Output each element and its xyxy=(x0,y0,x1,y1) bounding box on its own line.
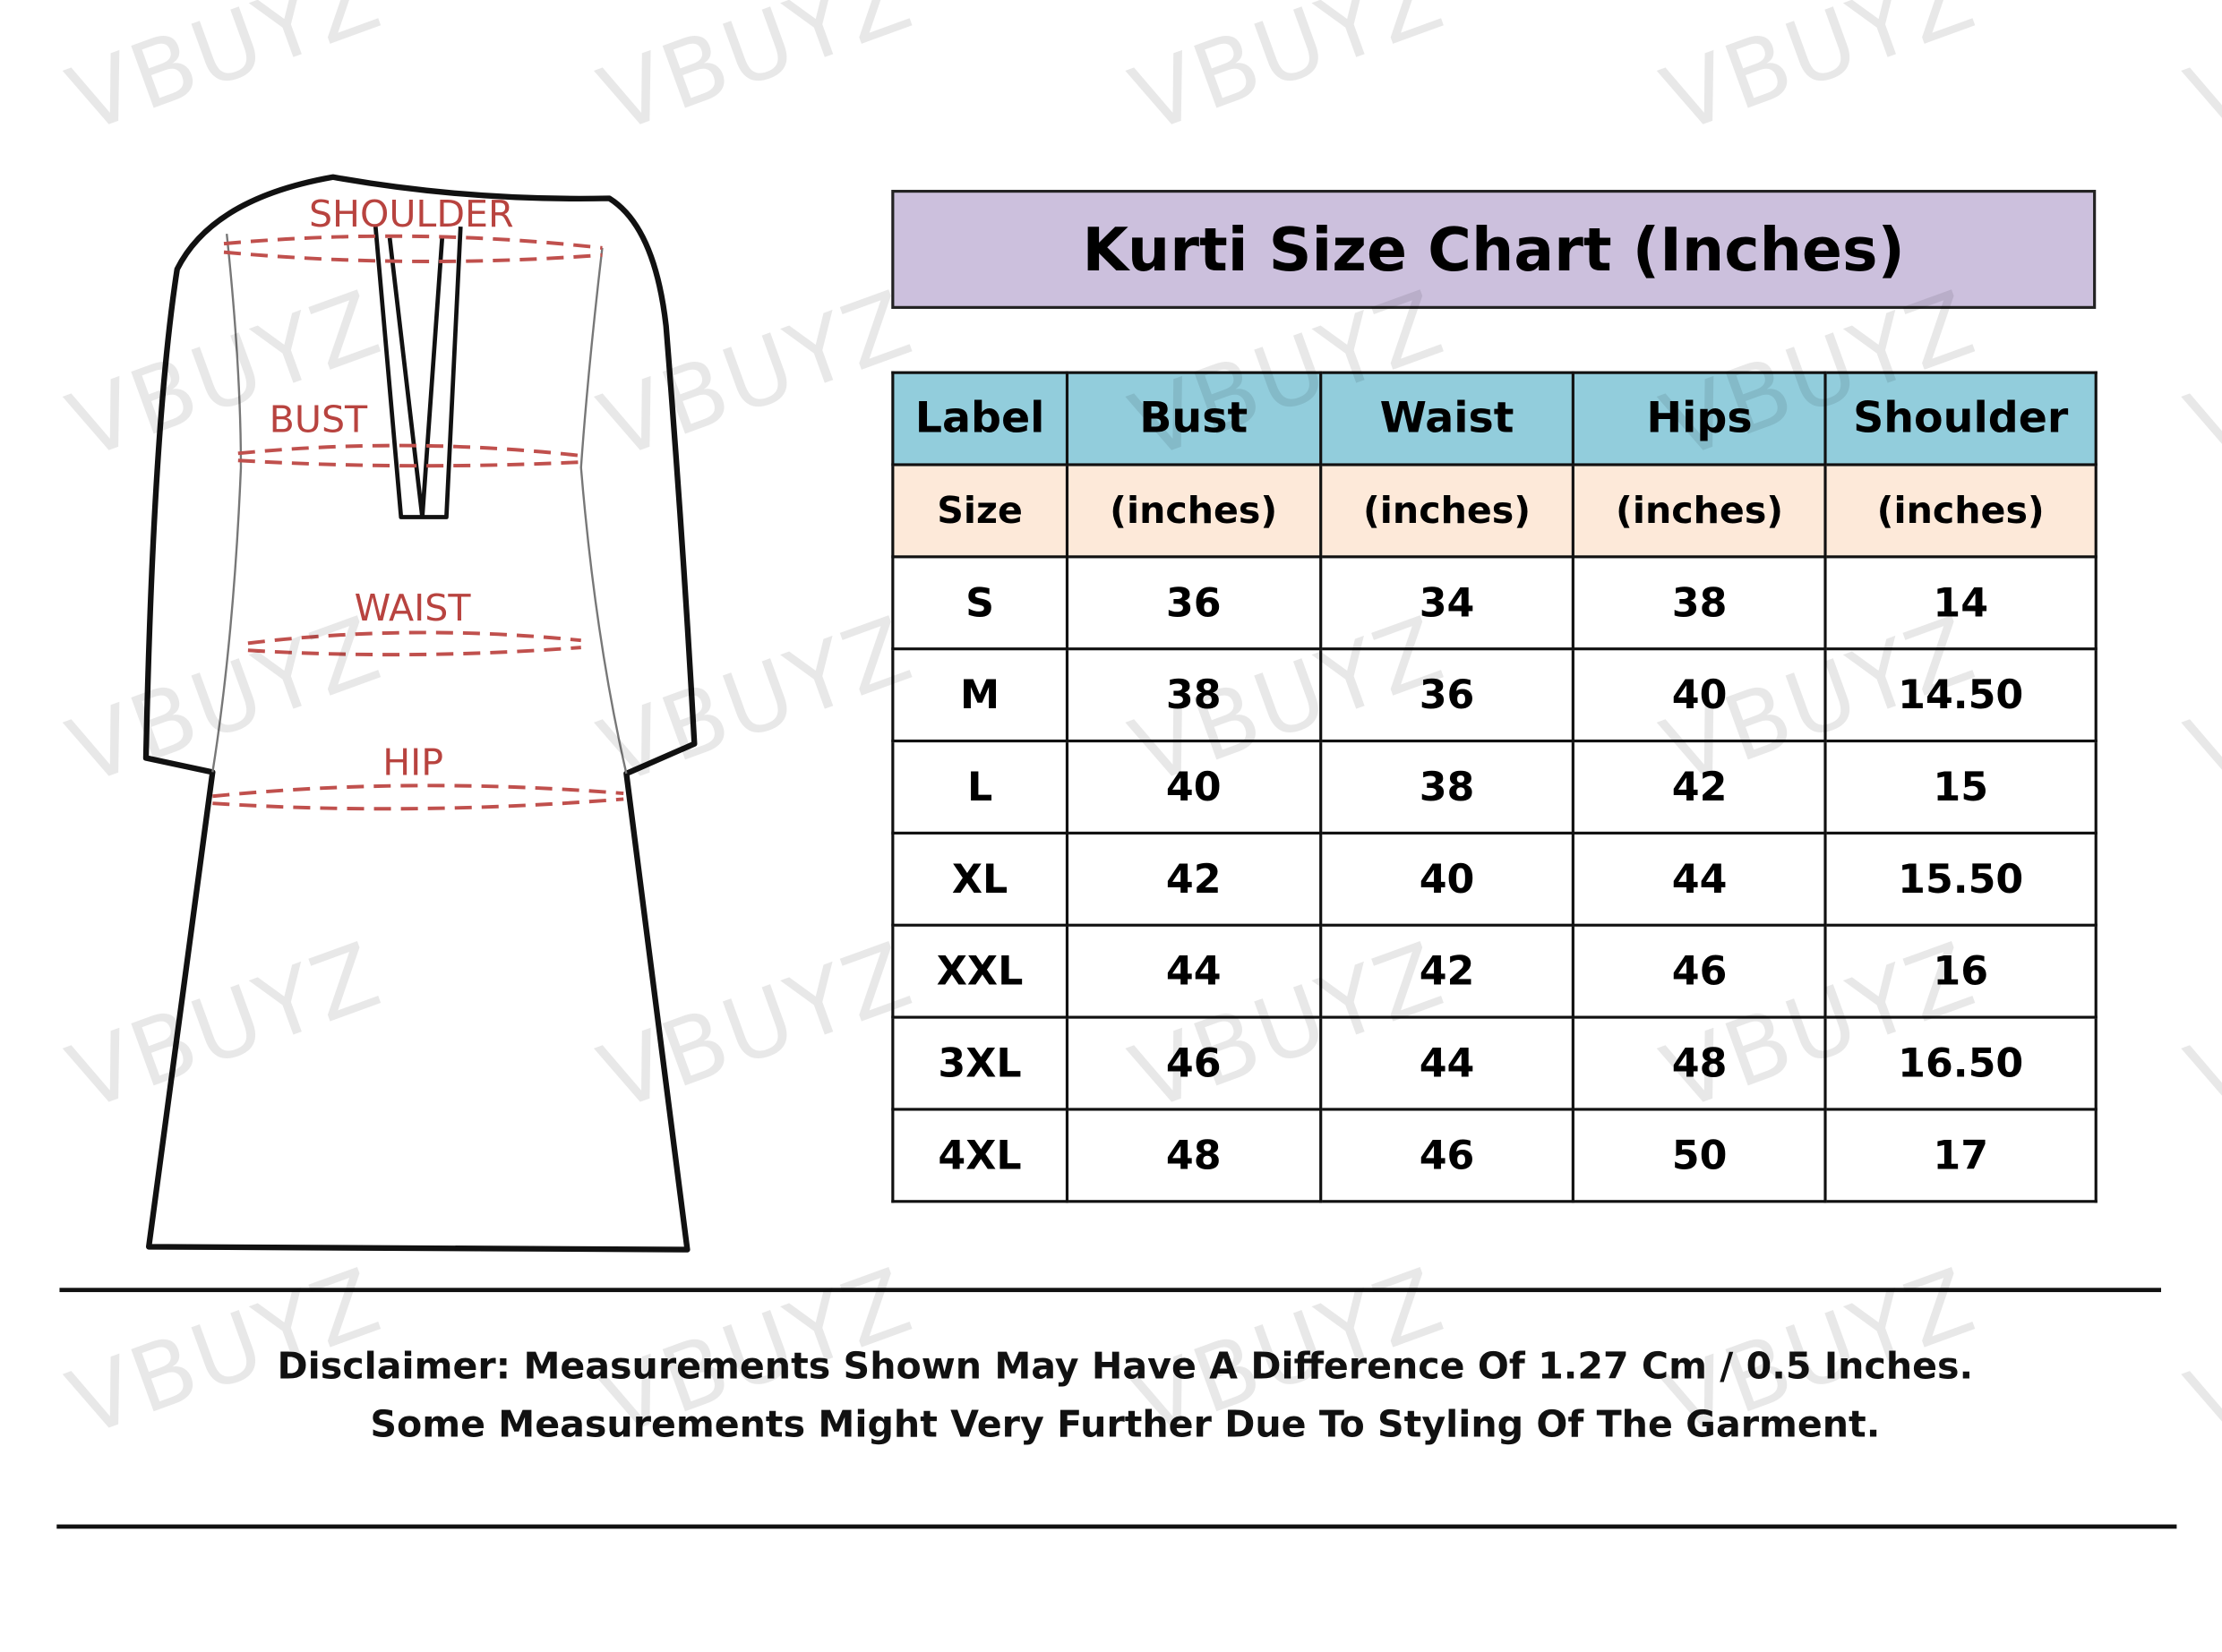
measurement-cell: 36 xyxy=(1318,647,1575,743)
bust-label: BUST xyxy=(270,398,368,441)
header-cell: Label xyxy=(891,371,1068,466)
shoulder-measure-line xyxy=(223,234,603,263)
hip-label: HIP xyxy=(382,741,443,784)
measurement-cell: 48 xyxy=(1572,1015,1827,1111)
measurement-cell: 44 xyxy=(1572,831,1827,927)
measurement-cell: 40 xyxy=(1572,647,1827,743)
header-cell: Hips xyxy=(1572,371,1827,466)
table-row: L 40 38 42 15 xyxy=(891,739,2098,835)
table-row: M 38 36 40 14.50 xyxy=(891,647,2098,743)
size-label-cell: L xyxy=(891,739,1068,835)
measurement-cell: 48 xyxy=(1065,1108,1322,1203)
header-row: Label Bust Waist Hips Shoulder xyxy=(891,371,2098,466)
size-label-cell: 3XL xyxy=(891,1015,1068,1111)
watermark: VBUYZ xyxy=(2175,0,2222,155)
measurement-cell: 42 xyxy=(1318,923,1575,1019)
bust-measure-line xyxy=(237,443,586,468)
measurement-cell: 46 xyxy=(1318,1108,1575,1203)
measurement-cell: 44 xyxy=(1065,923,1322,1019)
waist-measure-line xyxy=(247,630,581,657)
subheader-row: Size (inches) (inches) (inches) (inches) xyxy=(891,463,2098,559)
measurement-cell: 46 xyxy=(1572,923,1827,1019)
divider-top xyxy=(59,1288,2162,1293)
measurement-cell: 46 xyxy=(1065,1015,1322,1111)
disclaimer-line-1: Disclaimer: Measurements Shown May Have … xyxy=(277,1346,1974,1389)
header-cell: Shoulder xyxy=(1823,371,2098,466)
measurement-cell: 38 xyxy=(1318,739,1575,835)
measurement-cell: 16.50 xyxy=(1823,1015,2098,1111)
measurement-cell: 38 xyxy=(1065,647,1322,743)
measurement-cell: 38 xyxy=(1572,555,1827,651)
table-row: XL 42 40 44 15.50 xyxy=(891,831,2098,927)
disclaimer-line-2: Some Measurements Might Very Further Due… xyxy=(370,1404,1881,1447)
placket xyxy=(373,226,463,519)
subheader-cell: (inches) xyxy=(1823,463,2098,559)
subheader-cell: (inches) xyxy=(1572,463,1827,559)
watermark: VBUYZ xyxy=(2175,597,2222,807)
watermark: VBUYZ xyxy=(2175,271,2222,481)
size-label-cell: M xyxy=(891,647,1068,743)
measurement-cell: 40 xyxy=(1318,831,1575,927)
measurement-cell: 15.50 xyxy=(1823,831,2098,927)
kurti-diagram: SHOULDER BUST WAIST HIP xyxy=(142,174,698,1253)
measurement-cell: 14 xyxy=(1823,555,2098,651)
header-cell: Bust xyxy=(1065,371,1322,466)
measurement-cell: 42 xyxy=(1065,831,1322,927)
watermark: VBUYZ xyxy=(1119,0,1458,155)
size-label-cell: XL xyxy=(891,831,1068,927)
divider-bottom xyxy=(56,1524,2177,1529)
shoulder-label: SHOULDER xyxy=(309,193,514,235)
measurement-cell: 50 xyxy=(1572,1108,1827,1203)
measurement-cell: 44 xyxy=(1318,1015,1575,1111)
measurement-cell: 34 xyxy=(1318,555,1575,651)
table-row: S 36 34 38 14 xyxy=(891,555,2098,651)
size-label-cell: XXL xyxy=(891,923,1068,1019)
subheader-cell: Size xyxy=(891,463,1068,559)
table-row: XXL 44 42 46 16 xyxy=(891,923,2098,1019)
hip-measure-line xyxy=(212,783,624,811)
size-table: Label Bust Waist Hips Shoulder Size (inc… xyxy=(891,371,2098,1203)
measurement-cell: 14.50 xyxy=(1823,647,2098,743)
measurement-cell: 17 xyxy=(1823,1108,2098,1203)
table-row: 3XL 46 44 48 16.50 xyxy=(891,1015,2098,1111)
table-row: 4XL 48 46 50 17 xyxy=(891,1108,2098,1203)
measurement-cell: 16 xyxy=(1823,923,2098,1019)
kurti-outline xyxy=(142,174,698,1253)
measurement-cell: 36 xyxy=(1065,555,1322,651)
header-cell: Waist xyxy=(1318,371,1575,466)
measurement-cell: 42 xyxy=(1572,739,1827,835)
measurement-cell: 15 xyxy=(1823,739,2098,835)
size-label-cell: 4XL xyxy=(891,1108,1068,1203)
watermark: VBUYZ xyxy=(1650,0,1990,155)
subheader-cell: (inches) xyxy=(1318,463,1575,559)
watermark: VBUYZ xyxy=(2175,923,2222,1133)
chart-title: Kurti Size Chart (Inches) xyxy=(891,190,2097,309)
waist-label: WAIST xyxy=(355,586,472,629)
measurement-cell: 40 xyxy=(1065,739,1322,835)
subheader-cell: (inches) xyxy=(1065,463,1322,559)
size-label-cell: S xyxy=(891,555,1068,651)
